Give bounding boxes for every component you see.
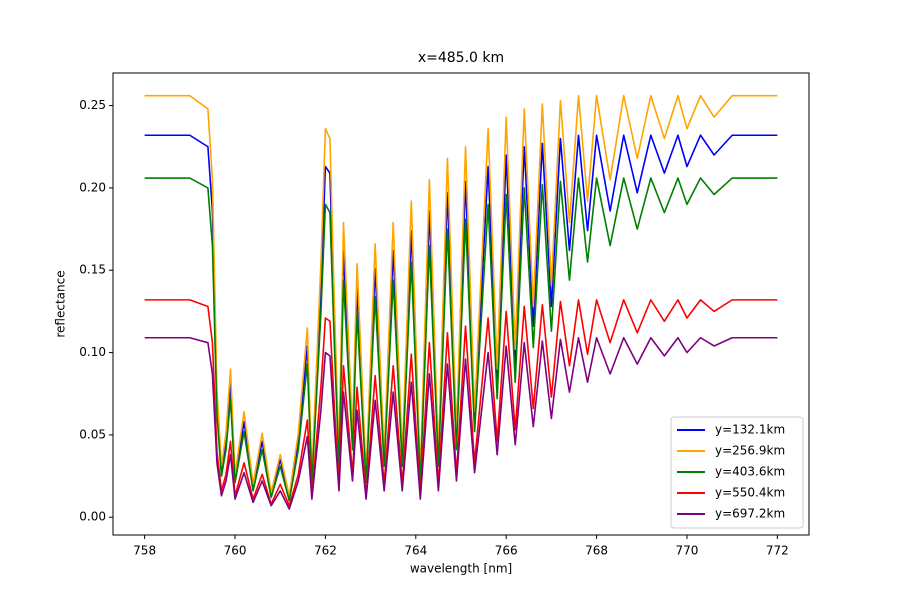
series-line xyxy=(144,299,778,507)
y-tick-label: 0.25 xyxy=(79,98,106,112)
legend-label: y=256.9km xyxy=(715,444,785,458)
x-tick-label: 764 xyxy=(404,544,427,558)
legend-label: y=403.6km xyxy=(715,465,785,479)
legend-label: y=550.4km xyxy=(715,486,785,500)
x-tick-label: 766 xyxy=(495,544,518,558)
y-tick-label: 0.10 xyxy=(79,345,106,359)
x-axis-label: wavelength [nm] xyxy=(410,562,512,576)
x-tick-label: 762 xyxy=(314,544,337,558)
series-line xyxy=(144,94,778,497)
series-line xyxy=(144,336,778,510)
legend-box xyxy=(670,416,804,529)
x-tick-label: 772 xyxy=(766,544,789,558)
y-tick-label: 0.05 xyxy=(79,427,106,441)
y-tick-label: 0.00 xyxy=(79,510,106,524)
x-tick-label: 760 xyxy=(224,544,247,558)
series-line xyxy=(144,177,778,502)
y-axis-label: reflectance xyxy=(54,270,68,337)
x-tick-label: 768 xyxy=(585,544,608,558)
chart-title: x=485.0 km xyxy=(418,50,504,66)
legend-label: y=132.1km xyxy=(715,423,785,437)
series-line xyxy=(144,134,778,499)
y-tick-label: 0.15 xyxy=(79,263,106,277)
x-tick-label: 770 xyxy=(676,544,699,558)
plot-frame xyxy=(112,72,810,536)
y-tick-label: 0.20 xyxy=(79,180,106,194)
x-tick-label: 758 xyxy=(133,544,156,558)
legend-label: y=697.2km xyxy=(715,507,785,521)
